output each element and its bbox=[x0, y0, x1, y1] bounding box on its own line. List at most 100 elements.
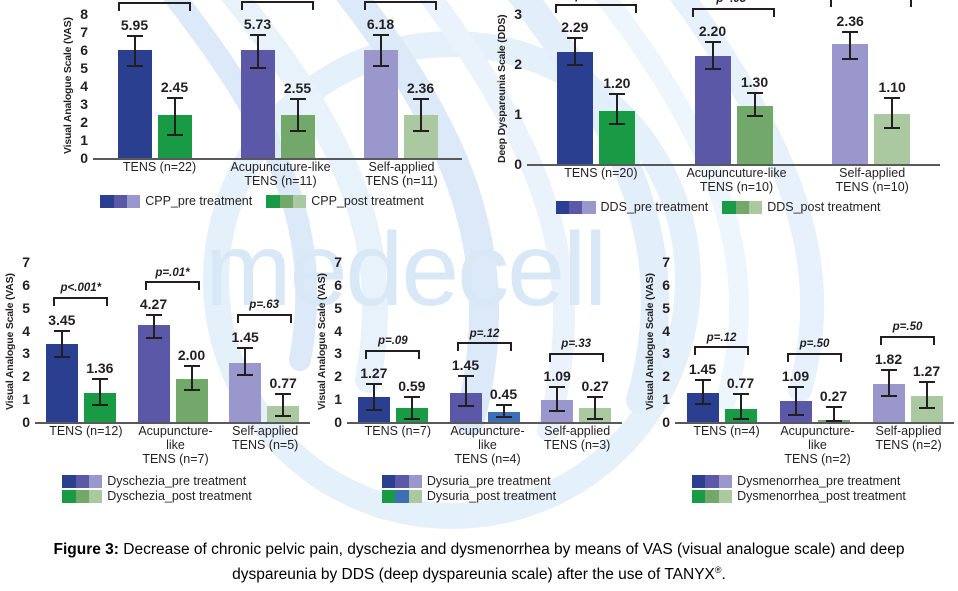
y-tick-label: 5 bbox=[662, 299, 670, 316]
bar-post[interactable]: 2.36 bbox=[403, 14, 438, 158]
bar-pre[interactable]: 3.45 bbox=[45, 262, 78, 422]
y-tick-label: 0 bbox=[334, 414, 342, 430]
bar-value-label: 0.77 bbox=[726, 374, 755, 391]
bar-value-label: 0.77 bbox=[269, 374, 297, 391]
error-cap-upper bbox=[403, 396, 420, 398]
y-axis-ticks: 0 1 2 3 4 5 6 7 bbox=[656, 255, 670, 429]
bar-value-label: 0.27 bbox=[819, 387, 848, 404]
error-cap-lower bbox=[787, 414, 804, 417]
y-axis-label: Deep Dyspareunia Scale (DDS) bbox=[496, 14, 508, 164]
bar-post[interactable]: 1.20 bbox=[598, 14, 635, 164]
y-tick-label: 4 bbox=[662, 322, 670, 339]
caption-text: Decrease of chronic pelvic pain, dyschez… bbox=[118, 540, 905, 583]
chart-panel-dds: Deep Dyspareunia Scale (DDS) 0 1 2 3 2.29 1.20… bbox=[496, 0, 940, 246]
caption-label: Figure 3: bbox=[53, 540, 119, 558]
legend-label: Dysmenorrhea_post treatment bbox=[737, 489, 906, 503]
bar-pre[interactable]: 5.73 bbox=[240, 14, 275, 158]
y-tick-label: 1 bbox=[80, 132, 88, 148]
legend-item-post[interactable]: CPP_post treatment bbox=[266, 194, 424, 208]
error-cap-lower bbox=[704, 68, 721, 70]
legend-item-pre[interactable]: CPP_pre treatment bbox=[100, 194, 252, 208]
error-cap-lower bbox=[880, 394, 897, 397]
bar-pre[interactable]: 1.45 bbox=[229, 262, 262, 422]
bar-pre[interactable]: 2.36 bbox=[832, 12, 869, 164]
bar-post[interactable]: 2.45 bbox=[157, 14, 192, 158]
legend-item-post[interactable]: DDS_post treatment bbox=[722, 200, 880, 214]
x-axis-labels: TENS (n=20) Acupuncuture-like TENS (n=10)… bbox=[533, 166, 940, 194]
bar-rect bbox=[117, 50, 152, 158]
p-value-label: p=.50 bbox=[892, 321, 923, 334]
bar-post[interactable]: 1.10 bbox=[874, 14, 911, 164]
bar-value-label: 6.18 bbox=[366, 15, 395, 32]
legend-item-pre[interactable]: Dysuria_pre treatment bbox=[381, 474, 551, 488]
bar-group: 3.45 1.36 bbox=[35, 262, 127, 422]
error-cap-upper bbox=[842, 30, 859, 33]
p-value-bracket bbox=[554, 4, 638, 13]
legend-item-pre[interactable]: Dysmenorrhea_pre treatment bbox=[692, 474, 900, 488]
bar-post[interactable]: 1.30 bbox=[736, 14, 773, 164]
error-cap-upper bbox=[289, 98, 306, 101]
bar-groups: 2.29 1.20 2.20 1.30 2.36 1.10 bbox=[527, 14, 940, 164]
bar-groups: 1.45 0.77 1.09 0.27 1.82 1.27 bbox=[675, 262, 954, 422]
bar-post[interactable]: 0.27 bbox=[817, 262, 850, 422]
bar-pre[interactable]: 2.20 bbox=[694, 14, 731, 164]
bar-group: 2.36 1.10 bbox=[802, 14, 940, 164]
legend-item-post[interactable]: Dyschezia_post treatment bbox=[62, 489, 252, 503]
plot-area: Deep Dyspareunia Scale (DDS) 0 1 2 3 2.29 1.20… bbox=[496, 0, 940, 171]
bar-pre[interactable]: 6.18 bbox=[363, 14, 398, 158]
p-value-bracket bbox=[363, 0, 438, 10]
legend-swatch bbox=[100, 194, 141, 208]
bar-value-label: 1.09 bbox=[543, 367, 571, 384]
bar-value-label: 1.30 bbox=[740, 74, 769, 90]
bars-region: 1.27 0.59 1.45 0.45 1.09 0.27 p=.09 p=.12 p=.33 bbox=[347, 262, 622, 424]
bar-post[interactable]: 1.27 bbox=[910, 262, 943, 422]
bar-rect bbox=[832, 44, 869, 164]
figure-caption: Figure 3: Decrease of chronic pelvic pai… bbox=[0, 539, 958, 585]
legend-label: CPP_post treatment bbox=[311, 194, 424, 208]
error-cap-upper bbox=[365, 382, 382, 385]
bar-post[interactable]: 1.36 bbox=[83, 262, 116, 422]
y-axis-label: Visual Analogue Scale (VAS) bbox=[316, 273, 328, 411]
x-tick-label: TENS (n=7) bbox=[364, 424, 431, 438]
bar-pre[interactable]: 5.95 bbox=[117, 14, 152, 158]
bar-post[interactable]: 0.77 bbox=[267, 262, 300, 422]
p-value-bracket bbox=[145, 281, 200, 291]
plot-area: Visual Analogue Scale (VAS) 0 1 2 3 4 5 6 7 1.27 0… bbox=[316, 255, 622, 429]
error-cap-lower bbox=[126, 65, 143, 68]
bar-post[interactable]: 2.55 bbox=[280, 14, 315, 158]
y-tick-label: 3 bbox=[514, 6, 522, 22]
error-cap-lower bbox=[608, 123, 625, 125]
bar-value-label: 1.82 bbox=[874, 350, 903, 367]
y-axis-label: Visual Analogue Scale (VAS) bbox=[4, 273, 16, 411]
legend: CPP_pre treatment CPP_post treatment bbox=[62, 194, 462, 208]
legend-item-post[interactable]: Dysuria_post treatment bbox=[381, 489, 557, 503]
bar-value-label: 2.36 bbox=[836, 12, 864, 29]
bar-value-label: 0.45 bbox=[489, 385, 518, 402]
legend-item-pre[interactable]: DDS_pre treatment bbox=[555, 200, 708, 214]
legend-swatch bbox=[381, 489, 422, 503]
y-axis-ticks: 0 1 2 3 bbox=[508, 7, 522, 171]
error-bar bbox=[410, 398, 413, 420]
legend-items: Dysuria_pre treatment Dysuria_post treatm… bbox=[381, 474, 557, 503]
legend-items: Dysmenorrhea_pre treatment Dysmenorrhea_p… bbox=[692, 474, 906, 503]
y-tick-label: 3 bbox=[662, 345, 670, 362]
legend-item-post[interactable]: Dysmenorrhea_post treatment bbox=[692, 489, 906, 503]
x-tick-label: Self-applied TENS (n=5) bbox=[232, 424, 299, 452]
bar-value-label: 1.45 bbox=[688, 361, 717, 378]
error-cap-lower bbox=[91, 404, 108, 407]
error-cap-lower bbox=[549, 410, 566, 413]
bar-pre[interactable]: 2.29 bbox=[556, 14, 593, 164]
bar-pre[interactable]: 1.82 bbox=[872, 262, 905, 422]
legend-items: Dyschezia_pre treatment Dyschezia_post tr… bbox=[62, 474, 252, 503]
x-tick-label: Self-applied TENS (n=11) bbox=[365, 160, 438, 188]
legend-item-pre[interactable]: Dyschezia_pre treatment bbox=[62, 474, 246, 488]
bars-region: 3.45 1.36 4.27 2.00 1.45 0.77 p<.001* p=.01* p=.… bbox=[35, 262, 310, 424]
error-cap-upper bbox=[145, 314, 162, 317]
y-tick-label: 0 bbox=[22, 414, 30, 430]
error-cap-upper bbox=[91, 377, 108, 380]
error-cap-lower bbox=[275, 415, 292, 418]
error-bar bbox=[173, 98, 176, 137]
legend-label: Dysuria_post treatment bbox=[426, 489, 557, 503]
error-cap-upper bbox=[608, 93, 625, 95]
